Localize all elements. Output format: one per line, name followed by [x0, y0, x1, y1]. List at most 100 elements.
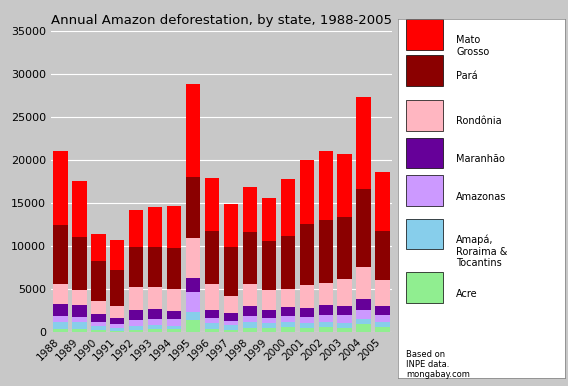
- Bar: [110, 331, 124, 332]
- Bar: [319, 315, 333, 322]
- Bar: [148, 319, 162, 325]
- Bar: [262, 198, 276, 241]
- Bar: [375, 322, 390, 327]
- Bar: [205, 323, 219, 328]
- Bar: [337, 323, 352, 328]
- Bar: [337, 154, 352, 217]
- Bar: [91, 234, 106, 261]
- Bar: [91, 330, 106, 332]
- Bar: [186, 291, 200, 312]
- Bar: [243, 188, 257, 232]
- Bar: [186, 84, 200, 177]
- Bar: [356, 190, 370, 267]
- Bar: [319, 322, 333, 327]
- Bar: [300, 328, 314, 332]
- Bar: [205, 178, 219, 231]
- Bar: [243, 284, 257, 306]
- FancyBboxPatch shape: [406, 273, 443, 303]
- FancyBboxPatch shape: [406, 138, 443, 168]
- Bar: [375, 315, 390, 322]
- Bar: [224, 330, 238, 332]
- Title: Annual Amazon deforestation, by state, 1988-2005: Annual Amazon deforestation, by state, 1…: [51, 14, 392, 27]
- Bar: [281, 316, 295, 322]
- Bar: [129, 287, 143, 310]
- Bar: [243, 306, 257, 316]
- Bar: [72, 322, 86, 329]
- Bar: [337, 279, 352, 306]
- Bar: [53, 284, 68, 304]
- Bar: [129, 320, 143, 325]
- Bar: [186, 312, 200, 320]
- Bar: [148, 325, 162, 329]
- Bar: [167, 248, 181, 289]
- Bar: [243, 328, 257, 332]
- Bar: [129, 210, 143, 247]
- Bar: [53, 151, 68, 225]
- Bar: [53, 225, 68, 284]
- Bar: [375, 230, 390, 279]
- Bar: [300, 308, 314, 317]
- Bar: [110, 318, 124, 324]
- Bar: [224, 325, 238, 330]
- Bar: [72, 237, 86, 290]
- Bar: [129, 330, 143, 332]
- Bar: [110, 306, 124, 318]
- Text: Maranhão: Maranhão: [456, 154, 505, 164]
- Bar: [186, 320, 200, 332]
- Bar: [148, 247, 162, 287]
- Bar: [224, 296, 238, 313]
- Bar: [262, 318, 276, 323]
- Bar: [72, 305, 86, 317]
- Bar: [224, 247, 238, 296]
- Bar: [224, 313, 238, 320]
- Bar: [148, 207, 162, 247]
- Bar: [129, 310, 143, 320]
- Bar: [281, 289, 295, 307]
- Bar: [205, 328, 219, 332]
- Bar: [356, 300, 370, 310]
- Text: Amazonas: Amazonas: [456, 191, 507, 201]
- Bar: [337, 315, 352, 323]
- Bar: [129, 325, 143, 330]
- Bar: [300, 317, 314, 323]
- Bar: [356, 324, 370, 332]
- Bar: [186, 238, 200, 278]
- Bar: [319, 220, 333, 283]
- Bar: [243, 232, 257, 284]
- Bar: [224, 203, 238, 247]
- Bar: [167, 205, 181, 248]
- Bar: [72, 290, 86, 305]
- Bar: [91, 314, 106, 322]
- Bar: [53, 316, 68, 322]
- Bar: [205, 310, 219, 318]
- Text: Pará: Pará: [456, 71, 478, 81]
- Bar: [262, 310, 276, 318]
- Text: Rondônia: Rondônia: [456, 116, 502, 126]
- Bar: [53, 322, 68, 329]
- Bar: [110, 324, 124, 328]
- Bar: [356, 310, 370, 319]
- Bar: [91, 327, 106, 330]
- Bar: [91, 261, 106, 301]
- Bar: [375, 306, 390, 315]
- FancyBboxPatch shape: [406, 218, 443, 249]
- Text: Amapá,
Roraima &
Tocantins: Amapá, Roraima & Tocantins: [456, 235, 508, 268]
- Bar: [319, 327, 333, 332]
- Bar: [375, 279, 390, 306]
- Bar: [167, 325, 181, 329]
- Bar: [319, 305, 333, 315]
- Bar: [337, 217, 352, 279]
- Bar: [300, 159, 314, 224]
- Bar: [129, 247, 143, 287]
- Bar: [186, 177, 200, 238]
- Text: Based on
INPE data.
mongabay.com: Based on INPE data. mongabay.com: [406, 350, 470, 379]
- Bar: [91, 301, 106, 314]
- Bar: [356, 319, 370, 324]
- Bar: [243, 322, 257, 328]
- Bar: [205, 284, 219, 310]
- FancyBboxPatch shape: [406, 176, 443, 206]
- Bar: [262, 323, 276, 328]
- Bar: [72, 329, 86, 332]
- Bar: [300, 285, 314, 308]
- Bar: [243, 316, 257, 322]
